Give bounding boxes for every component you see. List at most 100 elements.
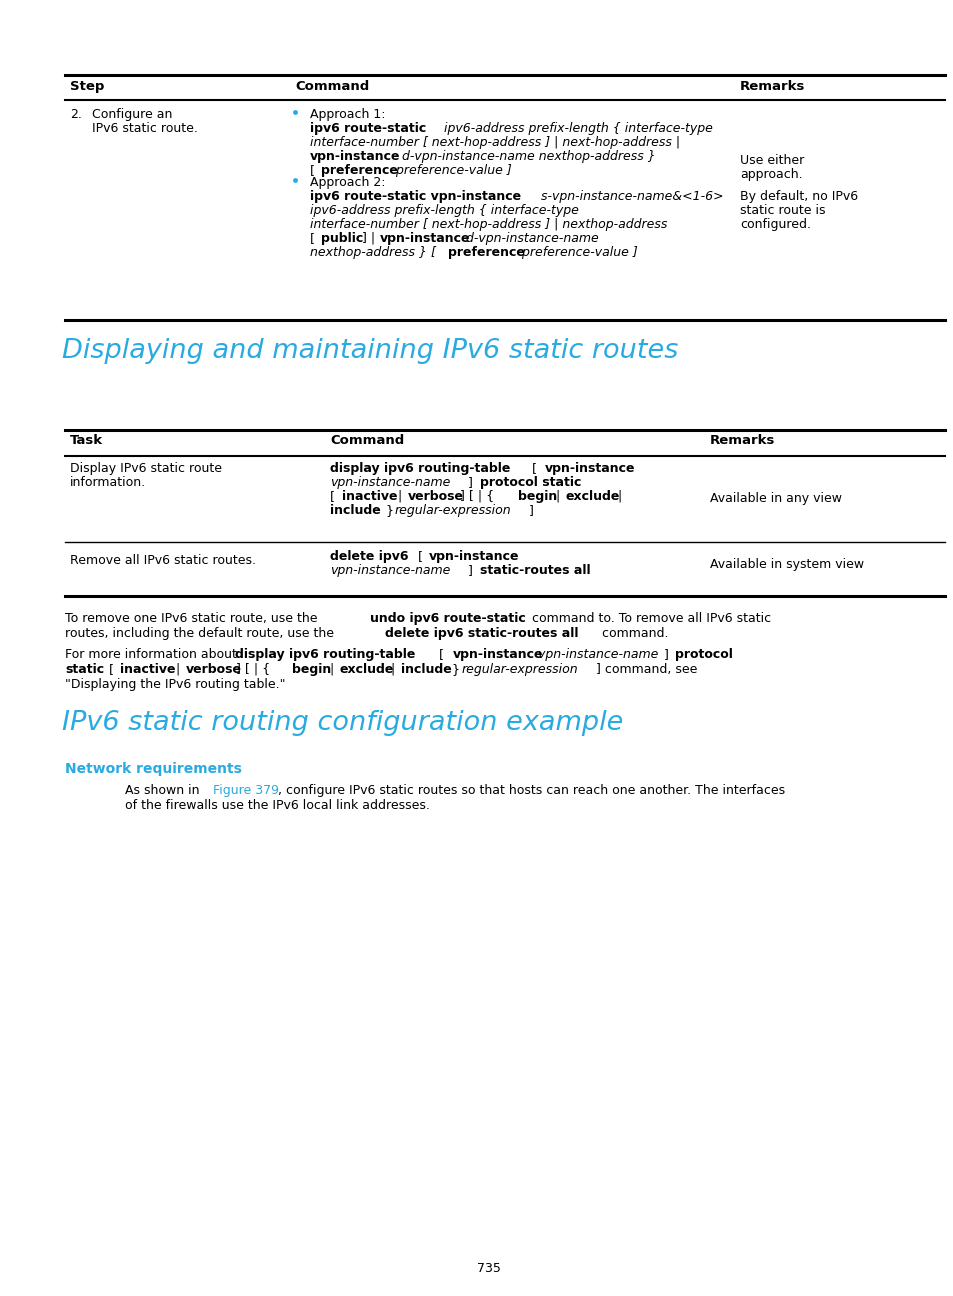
Text: |: | [614,490,621,503]
Text: Command: Command [294,80,369,93]
Text: of the firewalls use the IPv6 local link addresses.: of the firewalls use the IPv6 local link… [125,800,430,813]
Text: ] command, see: ] command, see [592,664,697,677]
Text: vpn-instance-name: vpn-instance-name [330,476,450,489]
Text: , configure IPv6 static routes so that hosts can reach one another. The interfac: , configure IPv6 static routes so that h… [277,784,784,797]
Text: verbose: verbose [186,664,242,677]
Text: Available in system view: Available in system view [709,559,863,572]
Text: Task: Task [70,434,103,447]
Text: command.: command. [598,627,668,640]
Text: information.: information. [70,476,146,489]
Text: vpn-instance: vpn-instance [379,232,470,245]
Text: ] |: ] | [357,232,378,245]
Text: display ipv6 routing-table: display ipv6 routing-table [234,648,415,661]
Text: Step: Step [70,80,104,93]
Text: ipv6-address prefix-length { interface-type: ipv6-address prefix-length { interface-t… [310,203,578,216]
Text: verbose: verbose [408,490,463,503]
Text: }: } [381,504,397,517]
Text: approach.: approach. [740,168,801,181]
Text: 2.: 2. [70,108,82,121]
Text: delete ipv6: delete ipv6 [330,550,408,562]
Text: ]: ] [659,648,672,661]
Text: command to. To remove all IPv6 static: command to. To remove all IPv6 static [527,612,770,625]
Text: As shown in: As shown in [125,784,203,797]
Text: static: static [65,664,104,677]
Text: IPv6 static route.: IPv6 static route. [91,122,197,135]
Text: regular-expression: regular-expression [461,664,578,677]
Text: |: | [326,664,338,677]
Text: Network requirements: Network requirements [65,762,242,776]
Text: preference: preference [320,165,397,178]
Text: inactive: inactive [341,490,397,503]
Text: IPv6 static routing configuration example: IPv6 static routing configuration exampl… [62,710,622,736]
Text: |: | [552,490,563,503]
Text: include: include [400,664,452,677]
Text: static-routes all: static-routes all [479,564,590,577]
Text: Remarks: Remarks [740,80,804,93]
Text: routes, including the default route, use the: routes, including the default route, use… [65,627,337,640]
Text: delete ipv6 static-routes all: delete ipv6 static-routes all [385,627,578,640]
Text: |: | [387,664,399,677]
Text: static route is: static route is [740,203,824,216]
Text: Command: Command [330,434,404,447]
Text: Figure 379: Figure 379 [213,784,278,797]
Text: [: [ [310,165,318,178]
Text: Approach 2:: Approach 2: [310,176,385,189]
Text: regular-expression: regular-expression [395,504,511,517]
Text: exclude: exclude [339,664,394,677]
Text: public: public [320,232,363,245]
Text: |: | [172,664,184,677]
Text: Approach 1:: Approach 1: [310,108,385,121]
Text: protocol: protocol [675,648,732,661]
Text: vpn-instance: vpn-instance [544,461,635,476]
Text: vpn-instance-name: vpn-instance-name [330,564,450,577]
Text: Displaying and maintaining IPv6 static routes: Displaying and maintaining IPv6 static r… [62,338,678,364]
Text: }: } [448,664,463,677]
Text: nexthop-address } [: nexthop-address } [ [310,246,439,259]
Text: Use either: Use either [740,154,803,167]
Text: [: [ [527,461,540,476]
Text: [: [ [330,490,338,503]
Text: ]: ] [463,564,476,577]
Text: ]: ] [463,476,476,489]
Text: undo ipv6 route-static: undo ipv6 route-static [370,612,525,625]
Text: begin: begin [517,490,557,503]
Text: configured.: configured. [740,218,810,231]
Text: Configure an: Configure an [91,108,172,121]
Text: begin: begin [292,664,331,677]
Text: By default, no IPv6: By default, no IPv6 [740,191,858,203]
Text: ipv6-address prefix-length { interface-type: ipv6-address prefix-length { interface-t… [439,122,712,135]
Text: |: | [394,490,406,503]
Text: ] [ | {: ] [ | { [232,664,274,677]
Text: Display IPv6 static route: Display IPv6 static route [70,461,222,476]
Text: ] [ | {: ] [ | { [456,490,497,503]
Text: vpn-instance: vpn-instance [310,150,400,163]
Text: s-vpn-instance-name&<1-6>: s-vpn-instance-name&<1-6> [537,191,723,203]
Text: For more information about: For more information about [65,648,240,661]
Text: vpn-instance-name: vpn-instance-name [534,648,658,661]
Text: display ipv6 routing-table: display ipv6 routing-table [330,461,510,476]
Text: To remove one IPv6 static route, use the: To remove one IPv6 static route, use the [65,612,321,625]
Text: exclude: exclude [565,490,619,503]
Text: interface-number [ next-hop-address ] | nexthop-address: interface-number [ next-hop-address ] | … [310,218,667,231]
Text: "Displaying the IPv6 routing table.": "Displaying the IPv6 routing table." [65,678,285,691]
Text: inactive: inactive [120,664,175,677]
Text: ipv6 route-static vpn-instance: ipv6 route-static vpn-instance [310,191,520,203]
Text: Remarks: Remarks [709,434,775,447]
Text: [: [ [414,550,427,562]
Text: preference-value ]: preference-value ] [517,246,638,259]
Text: 735: 735 [476,1262,500,1275]
Text: Remove all IPv6 static routes.: Remove all IPv6 static routes. [70,553,255,566]
Text: ipv6 route-static: ipv6 route-static [310,122,426,135]
Text: [: [ [310,232,318,245]
Text: vpn-instance: vpn-instance [429,550,519,562]
Text: protocol static: protocol static [479,476,580,489]
Text: d-vpn-instance-name nexthop-address }: d-vpn-instance-name nexthop-address } [397,150,655,163]
Text: d-vpn-instance-name: d-vpn-instance-name [461,232,598,245]
Text: [: [ [105,664,118,677]
Text: vpn-instance: vpn-instance [453,648,543,661]
Text: preference: preference [448,246,524,259]
Text: ]: ] [524,504,534,517]
Text: [: [ [435,648,448,661]
Text: interface-number [ next-hop-address ] | next-hop-address |: interface-number [ next-hop-address ] | … [310,136,679,149]
Text: include: include [330,504,380,517]
